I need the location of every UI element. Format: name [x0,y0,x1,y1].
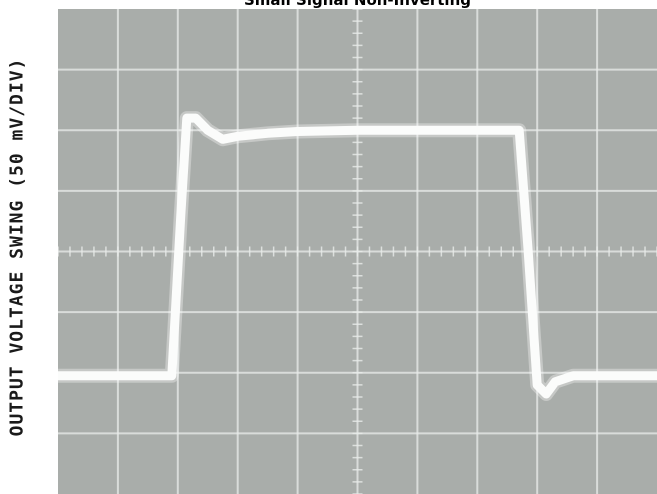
y-axis-label-area: OUTPUT VOLTAGE SWING (50 mV/DIV) [0,0,34,494]
chart-title: Small Signal Non-Inverting [243,0,471,9]
oscilloscope-screen [58,9,657,494]
y-axis-label: OUTPUT VOLTAGE SWING (50 mV/DIV) [6,57,28,437]
waveform-trace [58,113,657,399]
oscilloscope-plot [58,9,657,494]
